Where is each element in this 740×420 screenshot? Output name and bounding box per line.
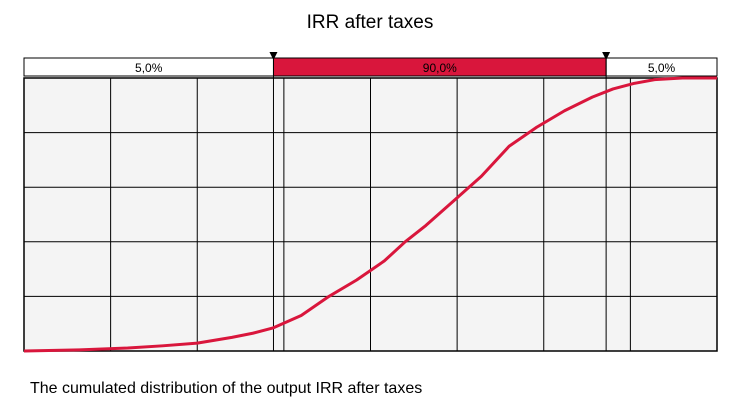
- band-label: 5,0%: [648, 61, 676, 75]
- cdf-series-line: [23, 76, 717, 353]
- plot-frame: [23, 77, 718, 352]
- chart-title: IRR after taxes: [306, 12, 434, 33]
- band-label: 5,0%: [135, 61, 163, 75]
- chart-caption: The cumulated distribution of the output…: [30, 380, 423, 397]
- band-marker: [269, 52, 278, 60]
- band-label: 90,0%: [423, 61, 457, 75]
- band-marker: [602, 52, 611, 60]
